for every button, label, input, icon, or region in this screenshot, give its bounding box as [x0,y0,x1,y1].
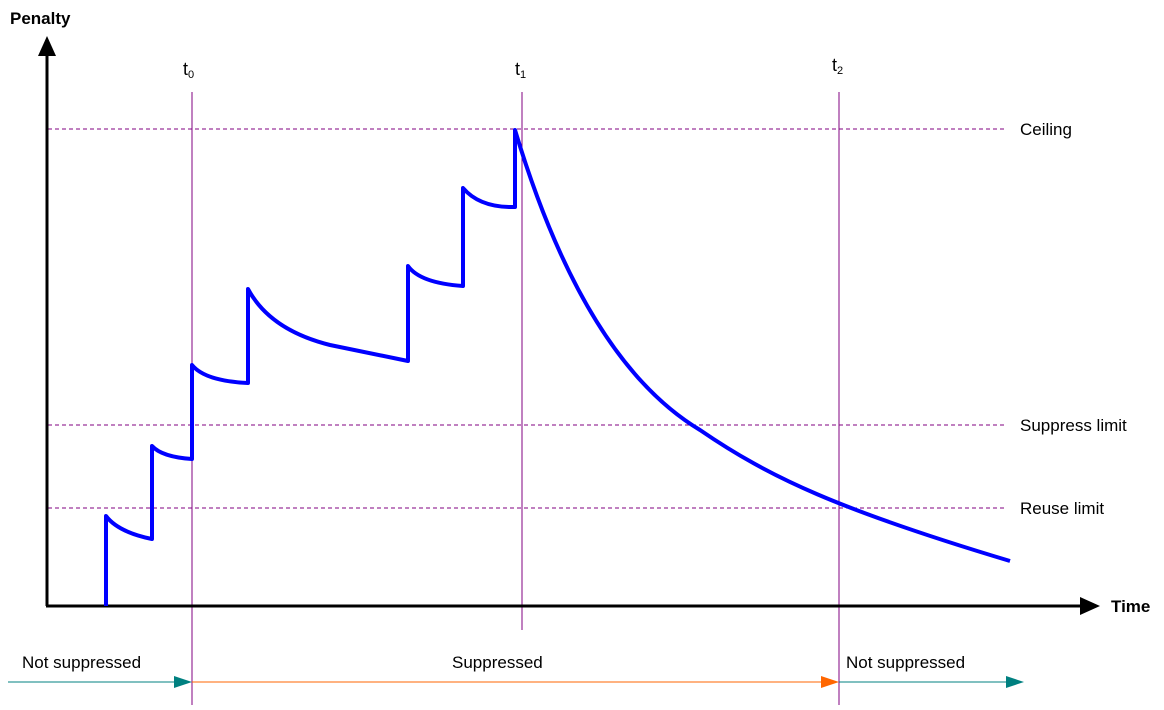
x-axis-label: Time [1111,597,1150,616]
t2-label: t2 [832,55,843,77]
not-suppressed-label-before: Not suppressed [22,653,141,672]
not-suppressed-arrowhead-before [174,676,192,688]
t1-label: t1 [515,59,526,81]
penalty-curve [104,128,1011,606]
t0-label: t0 [183,59,194,81]
ceiling-label: Ceiling [1020,120,1072,139]
suppress-limit-label: Suppress limit [1020,416,1127,435]
x-axis-arrowhead [1080,597,1100,615]
suppressed-label: Suppressed [452,653,543,672]
y-axis-arrowhead [38,36,56,56]
suppressed-arrowhead [821,676,839,688]
reuse-limit-label: Reuse limit [1020,499,1104,518]
not-suppressed-label-after: Not suppressed [846,653,965,672]
not-suppressed-arrowhead-after [1006,676,1024,688]
y-axis-label: Penalty [10,9,71,28]
